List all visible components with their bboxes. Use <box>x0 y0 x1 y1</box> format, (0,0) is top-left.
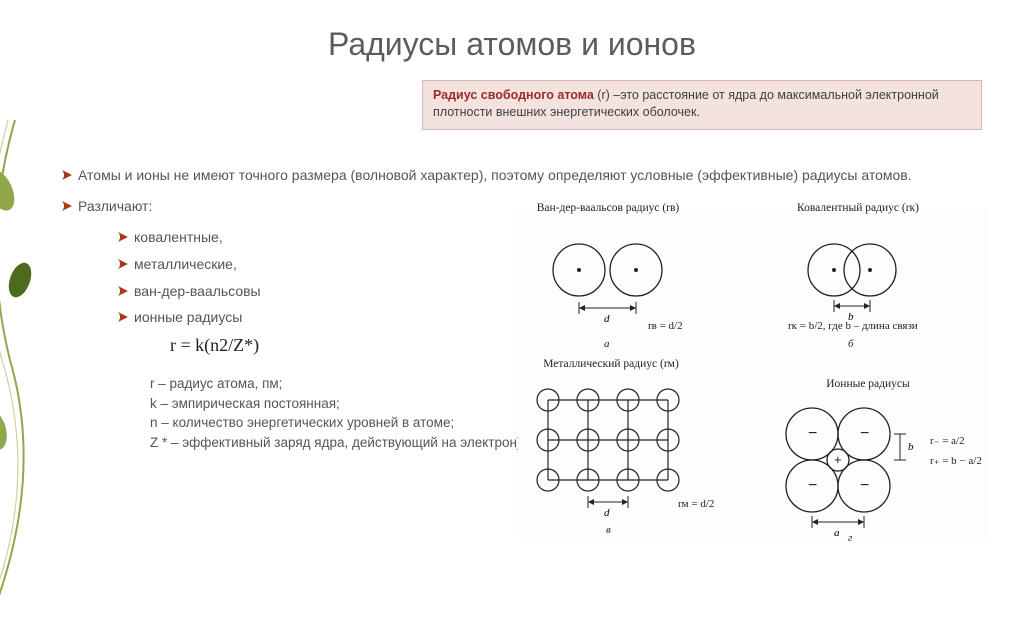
bullet-icon <box>116 310 134 324</box>
svg-text:a: a <box>834 527 840 539</box>
bullet-intro-text: Атомы и ионы не имеют точного размера (в… <box>78 166 994 185</box>
met-diagram: d <box>518 380 718 540</box>
svg-text:d: d <box>604 313 610 325</box>
svg-text:−: − <box>860 477 869 494</box>
definition-box: Радиус свободного атома (r) –это расстоя… <box>422 80 982 130</box>
ion-formula-b: r₊ = b − a/2 <box>930 454 990 467</box>
slide-title: Радиусы атомов и ионов <box>0 0 1024 63</box>
vdw-formula: rв = d/2 <box>648 320 683 332</box>
bullet-icon <box>60 168 78 182</box>
vdw-title: Ван-дер-ваальсов радиус (rв) <box>528 202 688 214</box>
list-item-label: ионные радиусы <box>134 308 242 327</box>
met-title: Металлический радиус (rм) <box>536 358 686 370</box>
list-item-label: ван-дер-ваальсовы <box>134 282 261 301</box>
distinguish-label: Различают: <box>78 197 152 216</box>
cov-tag: б <box>848 338 854 350</box>
diagram-panel: Ван-дер-ваальсов радиус (rв) d rв = d/2 … <box>518 210 988 540</box>
ion-formula-a: r₋ = a/2 <box>930 434 965 447</box>
bullet-icon <box>60 199 78 213</box>
svg-text:−: − <box>860 425 869 442</box>
ion-diagram: − − − − + b a <box>762 396 982 546</box>
bullet-intro: Атомы и ионы не имеют точного размера (в… <box>60 166 994 185</box>
svg-text:+: + <box>834 452 842 467</box>
list-item-label: металлические, <box>134 255 237 274</box>
list-item-label: ковалентные, <box>134 228 223 247</box>
svg-text:−: − <box>808 425 817 442</box>
met-tag: в <box>606 524 611 536</box>
ion-tag: г <box>848 532 852 544</box>
definition-sym: (r) <box>597 88 610 102</box>
vdw-tag: а <box>604 338 610 350</box>
bullet-icon <box>116 284 134 298</box>
bullet-icon <box>116 257 134 271</box>
cov-formula: rк = b/2, где b – длина связи <box>788 320 978 332</box>
definition-term: Радиус свободного атома <box>433 88 594 102</box>
svg-text:d: d <box>604 507 610 519</box>
svg-text:b: b <box>908 441 914 453</box>
bullet-icon <box>116 230 134 244</box>
ion-title: Ионные радиусы <box>798 378 938 390</box>
svg-text:−: − <box>808 477 817 494</box>
met-formula: rм = d/2 <box>678 498 714 510</box>
cov-title: Ковалентный радиус (rк) <box>778 202 938 214</box>
